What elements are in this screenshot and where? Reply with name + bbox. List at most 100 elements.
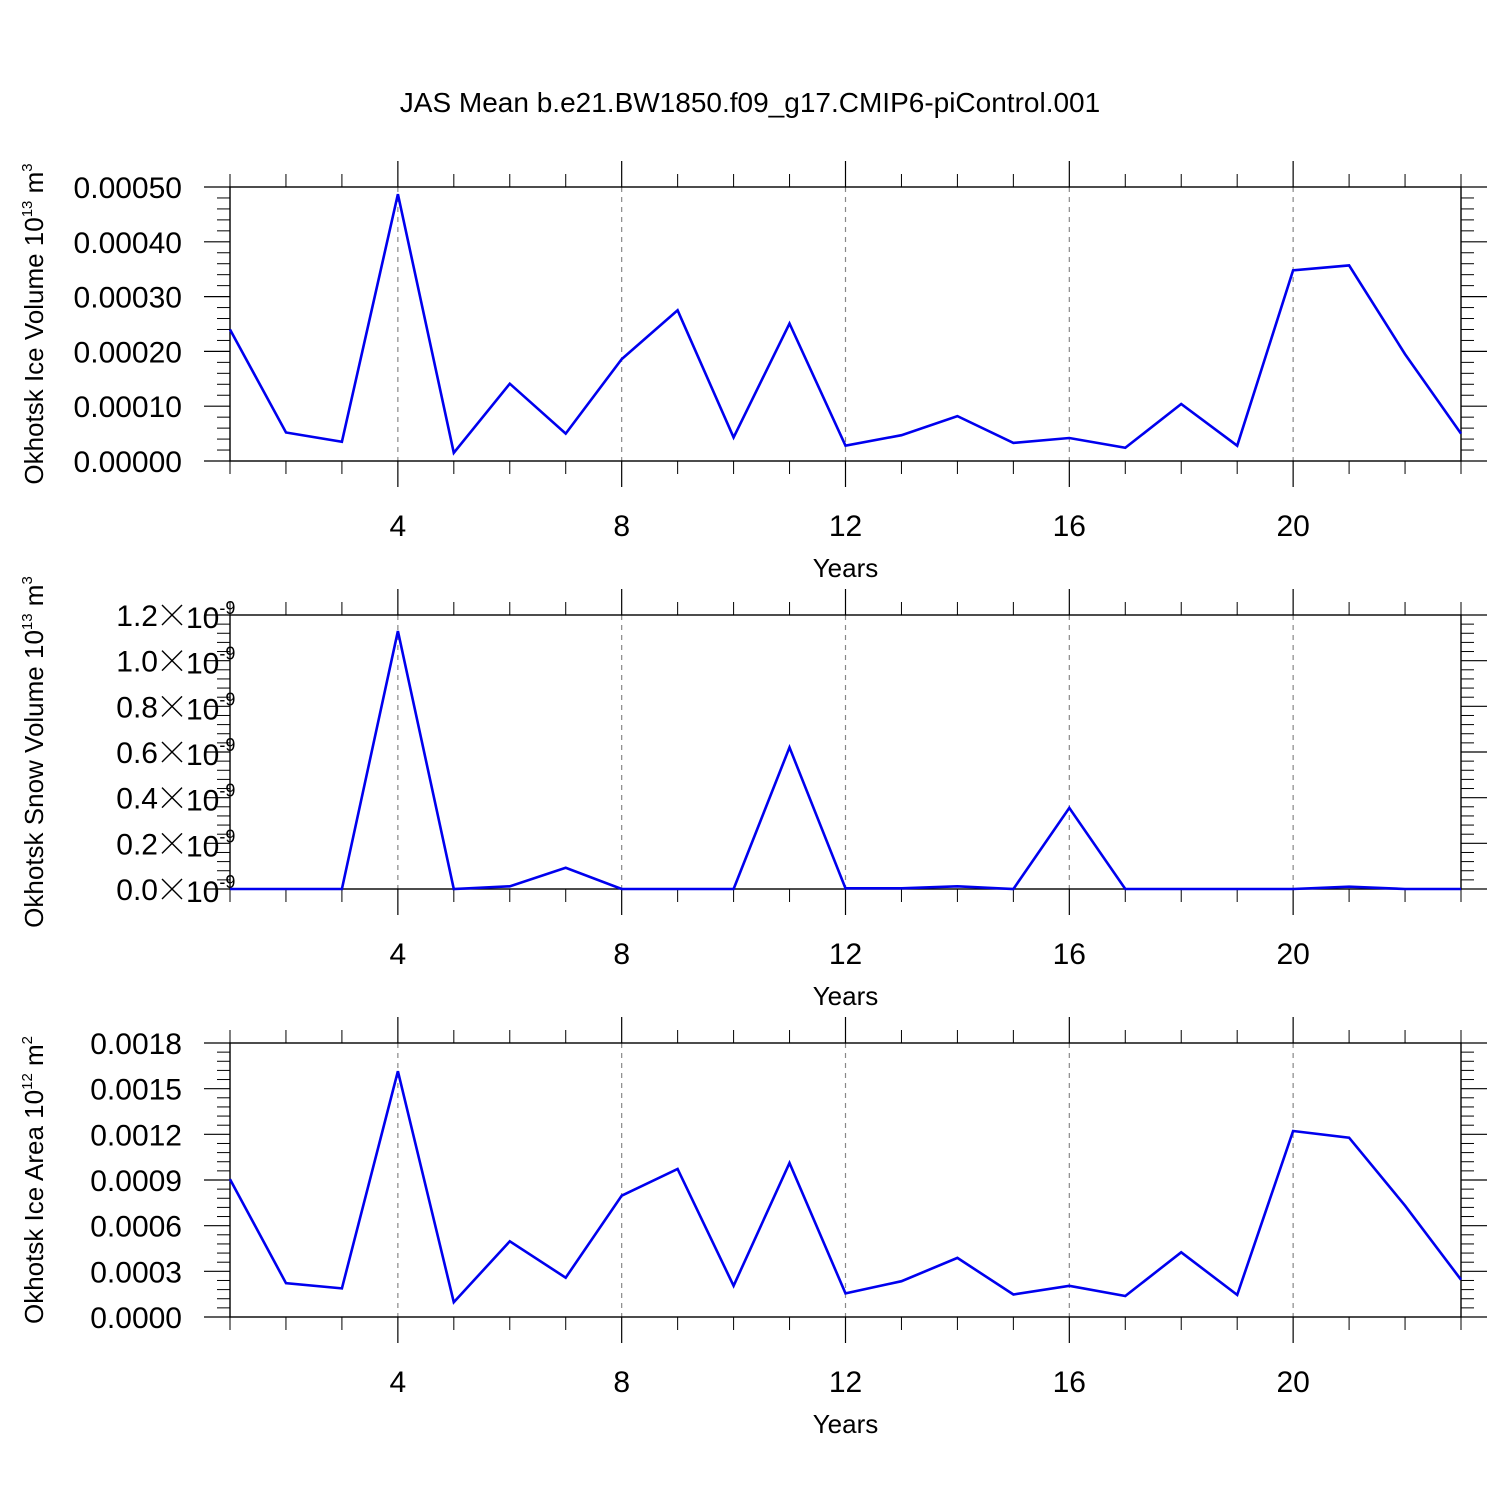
x-tick-label: 8 bbox=[613, 510, 630, 543]
y-tick-label: 10-9 bbox=[186, 781, 235, 818]
data-point bbox=[1179, 402, 1183, 406]
data-point bbox=[284, 887, 288, 891]
data-point bbox=[620, 357, 624, 361]
data-point bbox=[620, 1194, 624, 1198]
data-point bbox=[340, 440, 344, 444]
y-axis-title-text: Okhotsk Snow Volume 10 bbox=[19, 630, 49, 928]
chart-panel-2: 4 8 12 16 20 0.0 10-9 0.2 10-9 0.4 10-9 0.6 10-9 0.8 1… bbox=[19, 576, 1487, 1011]
y-tick-label: 1.0 bbox=[116, 646, 158, 679]
data-point bbox=[564, 1276, 568, 1280]
x-tick-label: 4 bbox=[390, 510, 407, 543]
data-point bbox=[1179, 1250, 1183, 1254]
y-tick-label: 0.0003 bbox=[90, 1256, 182, 1289]
y-tick-label: 0.2 bbox=[116, 828, 158, 861]
data-point bbox=[228, 887, 232, 891]
data-point bbox=[452, 1300, 456, 1304]
data-point bbox=[1291, 1129, 1295, 1133]
x-tick-label: 4 bbox=[390, 1366, 407, 1399]
data-point bbox=[228, 1177, 232, 1181]
y-tick-label: 0.0015 bbox=[90, 1074, 182, 1107]
y-tick-label: 10-9 bbox=[186, 872, 235, 909]
data-point bbox=[508, 382, 512, 386]
chart-title: JAS Mean b.e21.BW1850.f09_g17.CMIP6-piCo… bbox=[400, 87, 1100, 118]
data-point bbox=[1347, 1136, 1351, 1140]
y-tick-label: 0.00000 bbox=[74, 446, 182, 479]
data-point bbox=[1347, 263, 1351, 267]
chart-panels: 4 8 12 16 200.000000.000100.000200.000300.00… bbox=[19, 161, 1487, 1439]
data-point bbox=[452, 451, 456, 455]
data-point bbox=[1011, 887, 1015, 891]
data-point bbox=[508, 884, 512, 888]
data-point bbox=[396, 192, 400, 196]
data-point bbox=[732, 1284, 736, 1288]
y-tick-exponent: -9 bbox=[219, 781, 235, 801]
y-tick-label: 10-9 bbox=[186, 826, 235, 863]
data-point bbox=[1459, 432, 1463, 436]
data-point bbox=[228, 327, 232, 331]
y-tick-label: 1.2 bbox=[116, 600, 158, 633]
data-point bbox=[564, 432, 568, 436]
y-tick-exponent: -9 bbox=[219, 689, 235, 709]
data-point bbox=[1403, 352, 1407, 356]
times-sign bbox=[161, 650, 183, 672]
y-tick-label: 10-9 bbox=[186, 598, 235, 635]
data-point bbox=[284, 431, 288, 435]
data-point bbox=[564, 866, 568, 870]
series-line bbox=[230, 630, 1461, 891]
x-tick-label: 12 bbox=[829, 1366, 862, 1399]
x-tick-label: 16 bbox=[1053, 510, 1086, 543]
data-point bbox=[676, 308, 680, 312]
chart-panel-3: 4 8 12 16 20 0.0000 0.0003 0.0006 0.0009 0.0012 0.… bbox=[19, 1017, 1487, 1439]
times-sign bbox=[161, 695, 183, 717]
data-point bbox=[452, 887, 456, 891]
data-point bbox=[899, 433, 903, 437]
data-point bbox=[1123, 1294, 1127, 1298]
x-tick-label: 4 bbox=[390, 938, 407, 971]
data-point bbox=[284, 1281, 288, 1285]
data-point bbox=[1291, 887, 1295, 891]
y-tick-label: 10-9 bbox=[186, 735, 235, 772]
data-point bbox=[340, 1286, 344, 1290]
x-tick-label: 16 bbox=[1053, 938, 1086, 971]
data-point bbox=[508, 1239, 512, 1243]
data-point bbox=[788, 745, 792, 749]
y-tick-exponent: -9 bbox=[219, 826, 235, 846]
data-point bbox=[1347, 885, 1351, 889]
y-tick-label: 0.0000 bbox=[90, 1302, 182, 1335]
y-tick-exponent: -9 bbox=[219, 598, 235, 618]
y-axis-title-text: Okhotsk Ice Area 10 bbox=[19, 1090, 49, 1324]
data-point bbox=[955, 1256, 959, 1260]
data-point bbox=[1123, 887, 1127, 891]
x-axis-title: Years bbox=[813, 981, 879, 1011]
y-tick-exponent: -9 bbox=[219, 644, 235, 664]
y-axis-title-unit: m bbox=[19, 172, 49, 201]
series-line bbox=[228, 1070, 1463, 1305]
x-tick-label: 12 bbox=[829, 510, 862, 543]
data-point bbox=[788, 1161, 792, 1165]
x-axis-title: Years bbox=[813, 553, 879, 583]
x-tick-label: 20 bbox=[1276, 938, 1309, 971]
x-tick-label: 16 bbox=[1053, 1366, 1086, 1399]
y-axis-title-unit-sup: 3 bbox=[19, 576, 36, 584]
y-tick-exponent: -9 bbox=[219, 735, 235, 755]
y-tick-label: 0.4 bbox=[116, 783, 158, 816]
data-point bbox=[1011, 1292, 1015, 1296]
data-point bbox=[844, 1291, 848, 1295]
data-point bbox=[1011, 441, 1015, 445]
data-point bbox=[676, 1167, 680, 1171]
y-tick-exponent: -9 bbox=[219, 872, 235, 892]
data-point bbox=[1459, 1278, 1463, 1282]
data-point bbox=[340, 887, 344, 891]
y-tick-label: 0.0 bbox=[116, 874, 158, 907]
data-point bbox=[1235, 887, 1239, 891]
plot-frame bbox=[229, 186, 1462, 462]
x-tick-label: 8 bbox=[613, 1366, 630, 1399]
data-point bbox=[955, 414, 959, 418]
data-point bbox=[1403, 1204, 1407, 1208]
data-point bbox=[1123, 446, 1127, 450]
x-axis-title: Years bbox=[813, 1409, 879, 1439]
data-point bbox=[899, 886, 903, 890]
y-tick-label: 0.0006 bbox=[90, 1211, 182, 1244]
y-axis-title: Okhotsk Ice Area 1012 m2 bbox=[19, 1036, 49, 1324]
chart-panel-1: 4 8 12 16 20 0.00000 0.00010 0.00020 0.00030 0.00… bbox=[19, 161, 1487, 583]
